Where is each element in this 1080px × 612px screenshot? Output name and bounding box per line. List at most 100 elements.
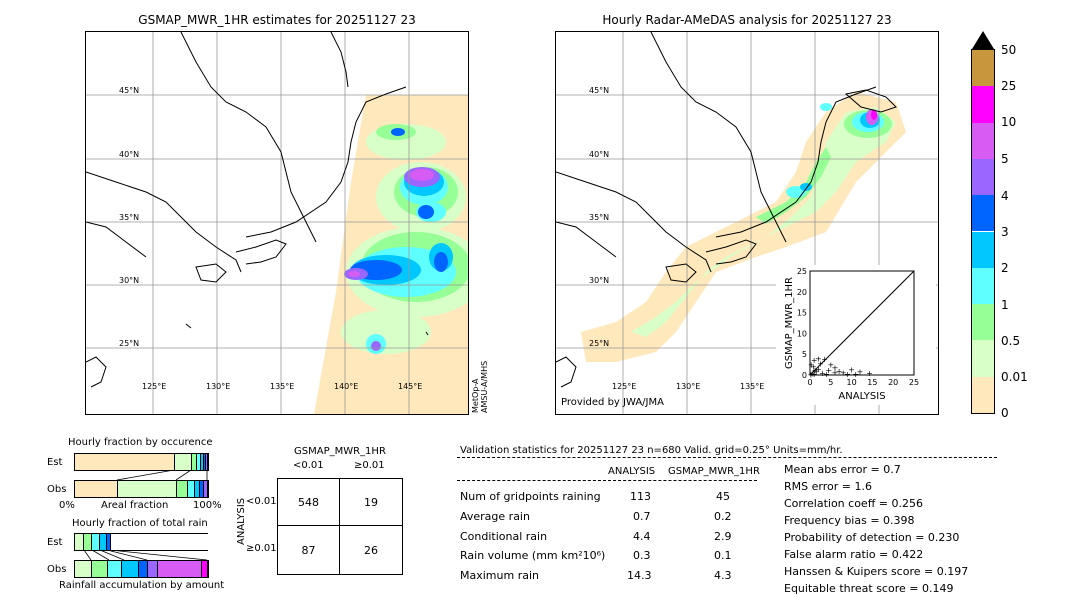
scatter-point: + — [819, 369, 826, 378]
scatter-point: + — [825, 366, 832, 375]
scatter-ytick: 25 — [797, 267, 807, 276]
scatter-point: + — [815, 365, 822, 374]
stat-label: Conditional rain — [460, 530, 548, 543]
lon-label: 135°E — [740, 382, 764, 391]
scatter-points: +++++++ ++++++ ++ + ++++++ + + + — [807, 354, 872, 379]
lon-label: 135°E — [270, 382, 294, 391]
stat-value-b: 2.9 — [714, 530, 732, 543]
scatter-point: + — [832, 364, 839, 373]
score-line: Correlation coeff = 0.256 — [784, 497, 923, 510]
cell-11: 548 — [278, 479, 340, 526]
scatter-xtick: 15 — [867, 378, 877, 387]
score-line: Hanssen & Kuipers score = 0.197 — [784, 565, 969, 578]
contingency-col1: <0.01 — [293, 460, 324, 471]
stat-label: Average rain — [460, 510, 530, 523]
colorbar-label: 50 — [1001, 43, 1017, 57]
occ-obs-label: Obs — [47, 484, 67, 495]
occ-axis-mid: Areal fraction — [101, 500, 169, 511]
scatter-point: + — [811, 356, 818, 365]
sensor-name: AMSU-A/MHS — [480, 360, 489, 413]
bar-segment — [138, 561, 148, 577]
rain-axis-label: Rainfall accumulation by amount — [59, 580, 225, 591]
stat-label: Num of gridpoints raining — [460, 490, 601, 503]
contingency-title: GSMAP_MWR_1HR — [294, 446, 386, 457]
colorbar-label: 2 — [1001, 261, 1009, 275]
table-divider — [457, 480, 757, 481]
stat-value-b: 0.2 — [714, 510, 732, 523]
scatter-ticks: 00 5 5 10 10 15 15 20 20 25 25 — [797, 267, 919, 387]
colorbar-segment — [972, 122, 994, 159]
scatter-plot: + + + + + + + + + + + + + + + + + + + + + + + + + 0 0 5 5 10 10 15 15 20… — [776, 265, 936, 405]
col-analysis-header: ANALYSIS — [608, 466, 656, 477]
scatter-ytick: 20 — [797, 288, 807, 297]
scatter-point: + — [840, 369, 847, 378]
occ-est-bar — [74, 453, 209, 471]
scatter-point: + — [844, 370, 851, 379]
cell-12: 19 — [340, 479, 402, 526]
lon-label: 125°E — [612, 382, 636, 391]
stat-label: Rain volume (mm km²10⁶) — [460, 549, 606, 562]
lon-label: 130°E — [676, 382, 700, 391]
lat-labels: 45°N 40°N 35°N 30°N 25°N — [119, 86, 139, 348]
scatter-point: + — [823, 370, 830, 379]
colorbar-label: 4 — [1001, 189, 1009, 203]
scatter-xlabel: ANALYSIS — [838, 391, 885, 402]
lat-label: 25°N — [589, 339, 609, 348]
bar-segment — [75, 561, 92, 577]
scatter-ytick: 5 — [802, 350, 807, 359]
lat-label: 35°N — [119, 213, 139, 222]
contingency-col2: ≥0.01 — [354, 460, 385, 471]
stat-label: Maximum rain — [460, 569, 539, 582]
bar-segment — [75, 534, 85, 550]
colorbar-segment — [972, 86, 994, 123]
bar-segment — [158, 561, 202, 577]
colorbar-label: 1 — [1001, 298, 1009, 312]
left-map: 45°N 40°N 35°N 30°N 25°N 125°E 130°E 135… — [85, 31, 469, 415]
scatter-ylabel: GSMAP_MWR_1HR — [784, 277, 795, 369]
bar-segment — [197, 454, 202, 470]
contingency-grid: 548 19 87 26 — [277, 478, 403, 575]
scatter-point: + — [812, 366, 819, 375]
occ-axis-right: 100% — [193, 500, 222, 511]
bar-segment — [174, 454, 193, 470]
cell-21: 87 — [278, 526, 340, 574]
scatter-point: + — [866, 369, 873, 378]
colorbar-segment — [972, 304, 994, 341]
scatter-point: + — [813, 368, 820, 377]
stat-value-b: 0.1 — [714, 549, 732, 562]
rain-obs-bar — [74, 560, 209, 578]
bar-segment — [75, 454, 175, 470]
colorbar-segment — [972, 195, 994, 232]
right-map-title: Hourly Radar-AMeDAS analysis for 2025112… — [602, 13, 892, 27]
right-lon-labels: 125°E 130°E 135°E — [612, 382, 764, 391]
stat-value-b: 4.3 — [714, 569, 732, 582]
scatter-point: + — [827, 361, 834, 370]
validation-divider — [457, 457, 997, 458]
lat-label: 45°N — [119, 86, 139, 95]
colorbar-segment — [972, 267, 994, 305]
colorbar-arrow — [972, 31, 994, 49]
bar-segment — [188, 481, 195, 497]
lon-label: 145°E — [398, 382, 422, 391]
bar-segment — [205, 454, 208, 470]
score-line: RMS error = 1.6 — [784, 480, 872, 493]
scatter-point: + — [821, 355, 828, 364]
scatter-canvas: +++++++ ++++++ ++ + ++++++ + + + 00 5 5 10 10 15 15 20… — [784, 267, 919, 402]
score-line: Equitable threat score = 0.149 — [784, 582, 954, 595]
lon-labels: 125°E 130°E 135°E 140°E 145°E — [142, 382, 422, 391]
bar-segment — [203, 481, 208, 497]
contingency-row2: ≥0.01 — [246, 543, 277, 554]
colorbar-segment — [972, 158, 994, 196]
bar-segment — [117, 481, 178, 497]
rain-obs-label: Obs — [47, 564, 67, 575]
colorbar-segment — [972, 50, 994, 87]
scatter-ytick: 0 — [802, 371, 807, 380]
stat-value-a: 4.4 — [633, 530, 651, 543]
bar-segment — [100, 534, 107, 550]
lon-label: 140°E — [334, 382, 358, 391]
contingency-row1: <0.01 — [246, 496, 277, 507]
colorbar-label: 5 — [1001, 152, 1009, 166]
lon-label: 125°E — [142, 382, 166, 391]
bar-segment — [201, 454, 204, 470]
bar-segment — [75, 481, 118, 497]
